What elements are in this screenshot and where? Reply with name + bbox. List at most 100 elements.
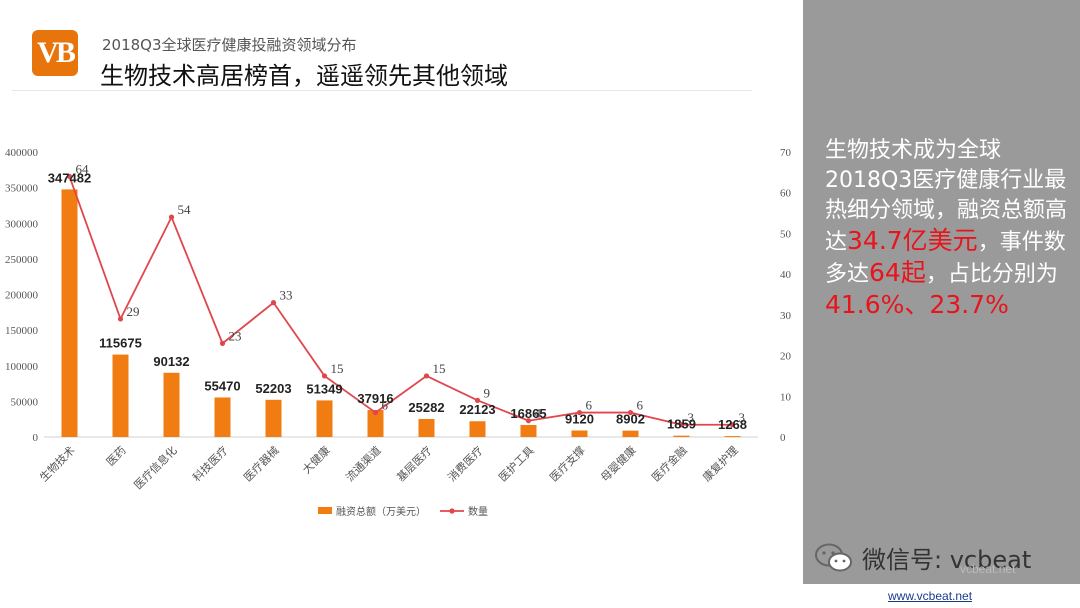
watermark: vcbeat.net	[960, 562, 1016, 576]
bar	[673, 435, 690, 437]
bar	[520, 424, 537, 437]
category-label: 科技医疗	[190, 443, 231, 484]
y-right-tick-label: 70	[780, 147, 792, 159]
count-point	[66, 173, 73, 180]
bar	[112, 354, 129, 437]
bar	[163, 372, 180, 437]
count-point	[219, 340, 226, 346]
y-left-tick-label: 300000	[5, 218, 39, 230]
count-point	[729, 422, 736, 428]
category-label: 康复护理	[700, 443, 741, 484]
count-point	[576, 409, 583, 416]
count-line	[68, 176, 733, 426]
count-point	[321, 373, 328, 379]
legend-line-marker	[449, 508, 455, 514]
count-value-label: 4	[535, 406, 542, 421]
bar	[367, 409, 384, 437]
count-point	[423, 373, 430, 379]
vcbeat-logo: VB	[32, 30, 78, 76]
category-label: 基层医疗	[394, 443, 435, 484]
bar-value-label: 347482	[48, 170, 91, 185]
bar-value-label: 115675	[99, 336, 142, 351]
count-point	[627, 409, 634, 416]
wechat-icon	[815, 543, 852, 571]
category-label: 医护工具	[496, 443, 537, 484]
count-value-label: 23	[229, 328, 242, 343]
category-label: 医药	[104, 444, 129, 469]
wechat-account: 微信号: vcbeat	[814, 540, 1031, 575]
category-label: 医疗金融	[649, 443, 690, 484]
count-value-label: 15	[433, 361, 446, 376]
count-value-label: 54	[178, 202, 192, 217]
y-left-tick-label: 0	[33, 432, 39, 444]
website-link[interactable]: www.vcbeat.net	[888, 589, 973, 603]
category-label: 医疗支撑	[547, 443, 588, 484]
summary-highlight-share: 41.6%、23.7%	[825, 290, 1009, 319]
y-left-tick-label: 100000	[5, 361, 39, 373]
y-left-tick-label: 50000	[11, 396, 39, 408]
bar	[622, 430, 639, 437]
count-point	[168, 214, 175, 220]
count-point	[372, 409, 379, 416]
y-right-tick-label: 50	[780, 228, 792, 240]
bar	[724, 436, 741, 438]
slide-subtitle: 2018Q3全球医疗健康投融资领域分布	[102, 36, 357, 54]
count-point	[117, 316, 124, 322]
category-label: 流通渠道	[343, 443, 384, 484]
count-value-label: 6	[637, 398, 644, 413]
summary-text-1: 生物技术成为全球2018Q3医疗健康行业最热细分领域，融资总额高达	[825, 138, 1068, 255]
bar-value-label: 1268	[718, 417, 747, 432]
y-right-tick-label: 0	[780, 432, 786, 444]
bar	[316, 400, 333, 437]
bar-value-label: 1859	[667, 417, 696, 432]
y-right-tick-label: 30	[780, 310, 792, 322]
bar	[61, 189, 78, 437]
y-left-tick-label: 350000	[5, 183, 39, 195]
count-point	[678, 422, 685, 428]
count-value-label: 6	[586, 398, 593, 413]
bar-value-label: 90132	[153, 354, 189, 369]
chart: 0500001000001500002000002500003000003500…	[5, 147, 792, 518]
summary-text-3: ，占比分别为	[925, 262, 1058, 287]
summary-panel: 生物技术成为全球2018Q3医疗健康行业最热细分领域，融资总额高达34.7亿美元…	[803, 0, 1080, 584]
bar	[214, 397, 231, 437]
y-right-tick-label: 40	[780, 269, 792, 281]
y-left-tick-label: 150000	[5, 325, 39, 337]
category-label: 大健康	[299, 443, 332, 476]
bar-value-label: 51349	[306, 381, 342, 396]
count-point	[270, 300, 277, 306]
category-label: 生物技术	[37, 443, 78, 484]
bar-value-label: 9120	[565, 412, 594, 427]
bar-value-label: 8902	[616, 412, 645, 427]
bar-value-label: 25282	[408, 400, 444, 415]
category-label: 消费医疗	[445, 443, 486, 484]
y-right-tick-label: 20	[780, 351, 792, 363]
category-label: 医疗信息化	[131, 443, 180, 492]
legend-bar-swatch	[318, 507, 332, 514]
summary-text-2: ，事件数多达	[825, 230, 1066, 287]
count-value-label: 3	[739, 410, 746, 425]
summary-text: 生物技术成为全球2018Q3医疗健康行业最热细分领域，融资总额高达34.7亿美元…	[825, 136, 1075, 322]
category-label: 医疗器械	[241, 443, 282, 484]
count-value-label: 9	[484, 385, 491, 400]
y-left-tick-label: 200000	[5, 290, 39, 302]
bar-value-label: 37916	[357, 391, 393, 406]
count-value-label: 3	[688, 410, 695, 425]
legend-line-label: 数量	[468, 505, 488, 518]
count-value-label: 15	[331, 361, 344, 376]
y-right-tick-label: 10	[780, 391, 792, 403]
slide-title: 生物技术高居榜首，遥遥领先其他领域	[100, 62, 508, 90]
count-value-label: 29	[127, 304, 140, 319]
count-value-label: 33	[280, 288, 293, 303]
wechat-id: 微信号: vcbeat	[862, 546, 1032, 574]
bar-value-label: 22123	[459, 402, 495, 417]
summary-highlight-amount: 34.7亿美元	[847, 226, 978, 255]
bar	[571, 430, 588, 437]
y-right-tick-label: 60	[780, 188, 792, 200]
count-point	[525, 418, 532, 424]
legend-bar-label: 融资总额（万美元）	[336, 505, 426, 518]
bar-value-label: 55470	[204, 378, 240, 393]
category-label: 母婴健康	[598, 443, 639, 484]
header-divider	[12, 90, 752, 91]
count-value-label: 6	[382, 398, 389, 413]
